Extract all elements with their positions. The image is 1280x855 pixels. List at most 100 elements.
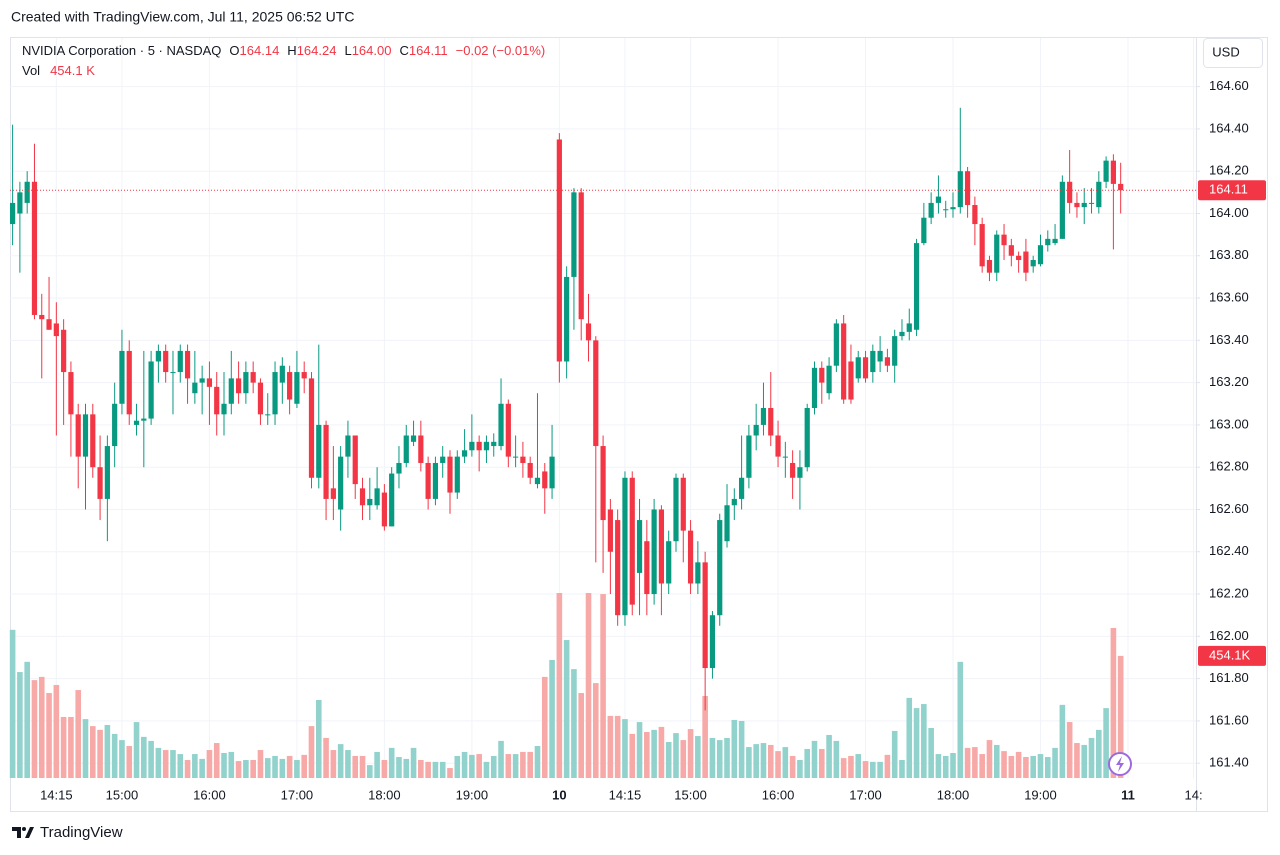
candle-body xyxy=(950,207,956,210)
volume-bar xyxy=(578,693,585,778)
volume-bar xyxy=(695,736,701,778)
volume-bar xyxy=(68,716,74,778)
candle-body xyxy=(170,372,176,374)
candle-body xyxy=(979,224,985,267)
candle-body xyxy=(1067,181,1073,203)
volume-bar xyxy=(986,740,993,778)
x-tick-label: 15:00 xyxy=(674,787,707,802)
candle-body xyxy=(1045,238,1051,246)
volume-bar xyxy=(272,755,278,778)
volume-bar xyxy=(738,720,745,778)
x-tick-label: 11 xyxy=(1121,787,1135,802)
volume-bar xyxy=(498,740,504,778)
candle-body xyxy=(141,418,147,421)
volume-bar xyxy=(396,757,402,778)
candle-body xyxy=(1081,202,1087,208)
volume-bar xyxy=(17,672,23,778)
volume-bar xyxy=(308,726,315,778)
candle-body xyxy=(790,462,796,478)
volume-bar xyxy=(97,729,103,778)
candle-body xyxy=(607,509,613,552)
volume-bar xyxy=(60,716,67,778)
brand-dot xyxy=(22,827,26,831)
y-tick-label: 163.00 xyxy=(1209,416,1249,431)
volume-bar xyxy=(330,750,337,778)
candle-body xyxy=(1001,234,1007,246)
candle-body xyxy=(53,323,59,337)
candle-body xyxy=(593,340,599,447)
brand-mark xyxy=(12,827,34,838)
assistant-icon[interactable] xyxy=(1108,752,1132,776)
candle-body xyxy=(600,446,606,521)
candle-body xyxy=(17,192,23,214)
volume-bar xyxy=(294,759,300,778)
assistant-icon-bolt[interactable] xyxy=(1116,756,1124,772)
candle-body xyxy=(374,488,380,506)
candle-body xyxy=(797,467,803,478)
volume-bar xyxy=(192,754,198,778)
candle-body xyxy=(192,382,198,394)
candle-body xyxy=(928,202,934,218)
volume-bar xyxy=(148,740,154,778)
legend-volume: 454.1 K xyxy=(50,63,95,78)
volume-bar xyxy=(1001,751,1007,778)
volume-bar xyxy=(950,752,956,778)
candle-body xyxy=(994,234,1000,273)
volume-bar xyxy=(906,697,913,778)
volume-bar xyxy=(753,744,759,778)
volume-bar xyxy=(673,733,679,778)
candle-body xyxy=(330,488,336,499)
volume-bar xyxy=(301,754,307,778)
y-tick-label: 163.20 xyxy=(1209,374,1249,389)
candle-body xyxy=(986,260,993,273)
candle-body xyxy=(10,202,16,225)
candle-body xyxy=(46,319,52,330)
volume-bar xyxy=(155,747,162,778)
volume-bar xyxy=(520,751,526,778)
candle-body xyxy=(892,336,898,366)
candle-body xyxy=(338,456,344,510)
volume-bar xyxy=(1008,755,1015,778)
volume-bar xyxy=(767,744,774,778)
currency-label[interactable]: USD xyxy=(1212,44,1239,59)
volume-bar xyxy=(403,758,410,778)
candle-body xyxy=(1110,160,1116,184)
volume-bar xyxy=(541,676,548,778)
candle-body xyxy=(454,456,460,493)
volume-bar xyxy=(658,726,665,778)
candle-body xyxy=(564,276,570,362)
candle-body xyxy=(739,477,745,499)
volume-bar xyxy=(24,661,30,778)
volume-bar xyxy=(243,759,249,778)
candle-body xyxy=(250,372,256,383)
candle-body xyxy=(133,420,140,425)
candle-body xyxy=(746,435,752,478)
currency-button[interactable] xyxy=(1203,38,1263,68)
volume-bar xyxy=(549,659,555,778)
candle-body xyxy=(265,414,271,416)
legend-low-label: L xyxy=(344,43,351,58)
candle-body xyxy=(381,492,387,527)
x-tick-label: 14:15 xyxy=(40,787,73,802)
y-tick-label: 161.60 xyxy=(1209,712,1249,727)
volume-bar xyxy=(162,750,169,778)
candle-body xyxy=(1037,245,1044,265)
volume-bar xyxy=(877,761,883,778)
volume-bar xyxy=(746,747,752,778)
volume-bar xyxy=(388,747,395,778)
candle-body xyxy=(1030,260,1036,267)
volume-bar xyxy=(636,722,643,778)
candle-body xyxy=(542,471,548,489)
candle-body xyxy=(760,408,767,425)
volume-bar xyxy=(1096,729,1102,778)
volume-bar xyxy=(644,732,650,778)
legend-high-label: H xyxy=(287,43,296,58)
candle-body xyxy=(695,562,701,584)
volume-bar xyxy=(221,752,227,778)
volume-bar xyxy=(89,726,96,778)
candle-body xyxy=(636,520,643,573)
y-tick-label: 164.60 xyxy=(1209,78,1249,93)
volume-bar xyxy=(250,759,256,778)
